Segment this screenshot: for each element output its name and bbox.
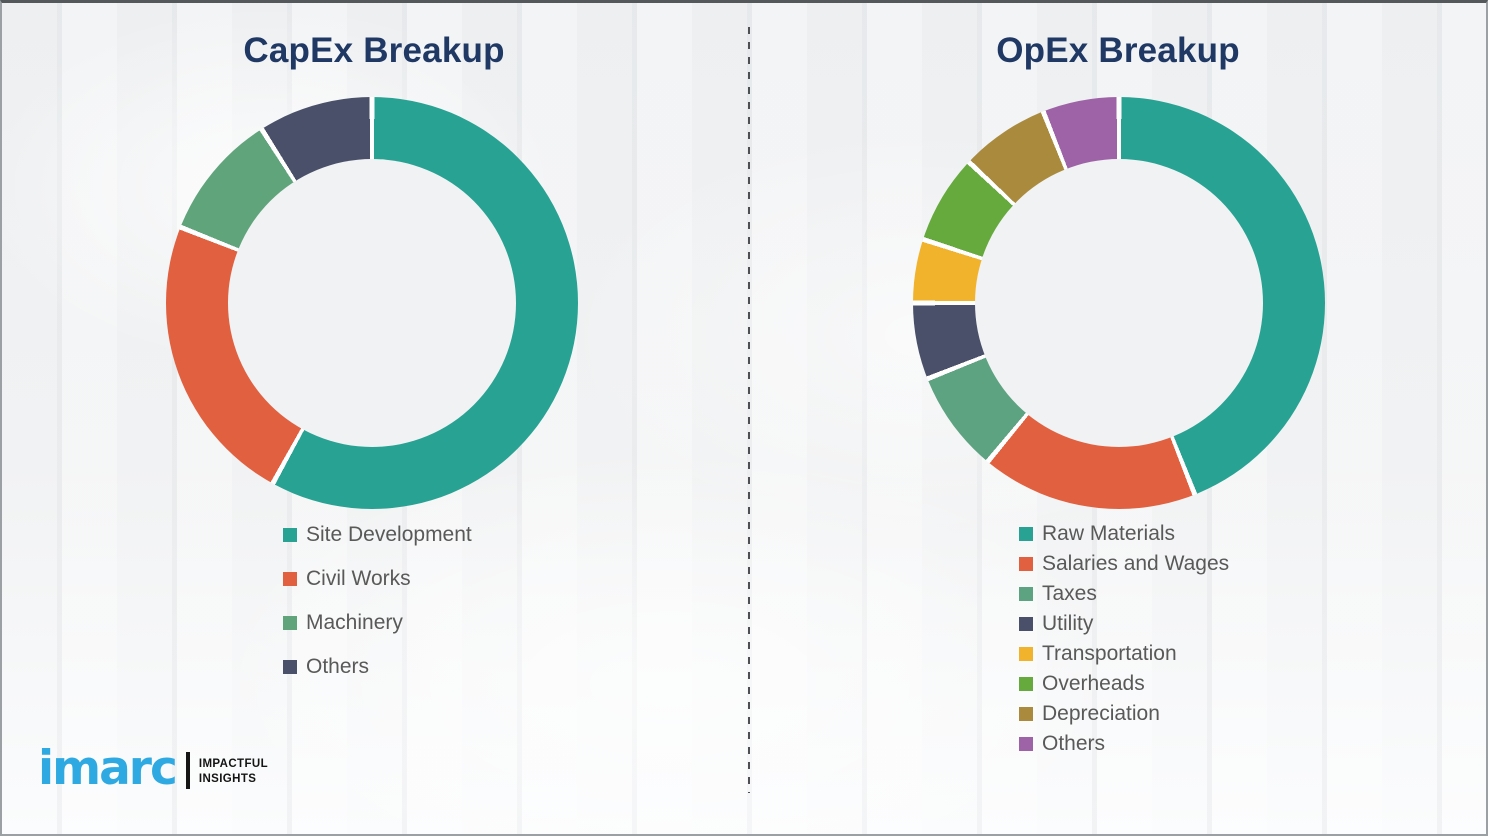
legend-item: Site Development [283,513,472,557]
dashed-divider [748,27,750,793]
legend-item: Raw Materials [1019,519,1229,549]
legend-item: Utility [1019,609,1229,639]
imarc-logo-wordmark: imarc [38,741,178,796]
legend-swatch [1019,677,1033,691]
imarc-logo: imarc IMPACTFUL INSIGHTS [38,741,268,796]
legend-item: Taxes [1019,579,1229,609]
opex-donut-hole [975,159,1263,447]
capex-title: CapEx Breakup [243,31,505,70]
legend-label: Utility [1042,612,1094,635]
legend-swatch [1019,557,1033,571]
legend-item: Civil Works [283,557,472,601]
legend-label: Overheads [1042,672,1145,695]
legend-item: Transportation [1019,639,1229,669]
logo-tagline: IMPACTFUL INSIGHTS [199,757,268,787]
legend-item: Others [1019,729,1229,759]
legend-swatch [1019,707,1033,721]
legend-swatch [283,572,297,586]
legend-item: Machinery [283,601,472,645]
logo-divider-bar [185,751,190,789]
legend-label: Taxes [1042,582,1097,605]
legend-label: Raw Materials [1042,522,1176,545]
legend-label: Others [306,655,370,678]
legend-item: Depreciation [1019,699,1229,729]
opex-panel: OpEx Breakup Raw Materials Salaries and W… [746,3,1486,834]
logo-tagline-line2: INSIGHTS [198,772,257,785]
legend-swatch [283,660,297,674]
logo-tagline-line1: IMPACTFUL [198,757,269,770]
legend-item: Salaries and Wages [1019,549,1229,579]
legend-label: Transportation [1042,642,1177,665]
capex-donut-chart [166,97,578,509]
legend-label: Salaries and Wages [1042,552,1230,575]
legend-swatch [1019,647,1033,661]
legend-label: Others [1042,732,1106,755]
opex-title: OpEx Breakup [996,31,1240,70]
capex-legend: Site Development Civil Works Machinery Othe… [283,513,472,689]
legend-label: Depreciation [1042,702,1160,725]
capex-donut-hole [228,159,516,447]
capex-panel: CapEx Breakup Site Development Civil Work… [2,3,746,834]
legend-swatch [1019,617,1033,631]
legend-label: Civil Works [306,567,411,590]
legend-swatch [1019,527,1033,541]
legend-swatch [1019,587,1033,601]
legend-item: Overheads [1019,669,1229,699]
opex-legend: Raw Materials Salaries and Wages Taxes Util… [1019,519,1229,759]
legend-label: Machinery [306,611,403,634]
legend-label: Site Development [306,523,472,546]
opex-donut-chart [913,97,1325,509]
legend-item: Others [283,645,472,689]
legend-swatch [283,528,297,542]
legend-swatch [1019,737,1033,751]
legend-swatch [283,616,297,630]
